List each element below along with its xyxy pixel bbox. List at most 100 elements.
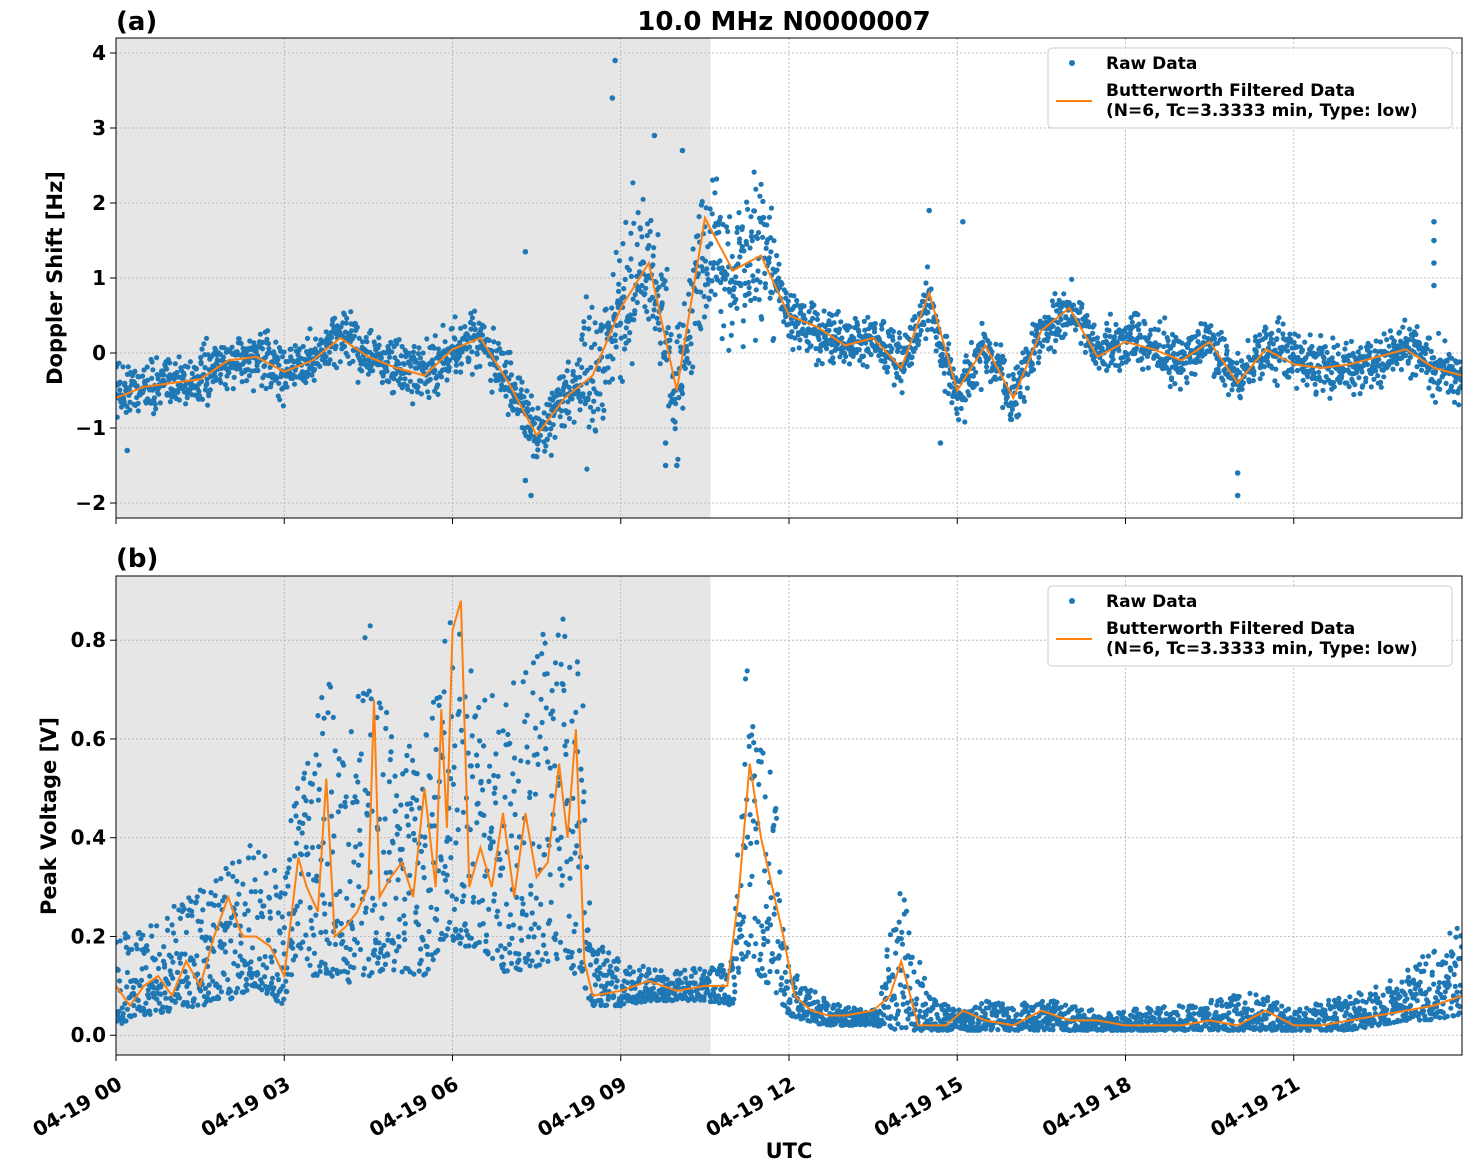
raw-data-point [1048,345,1054,351]
raw-data-point [167,968,173,974]
raw-data-point [1436,330,1442,336]
raw-data-point [385,952,391,958]
raw-data-point [613,344,619,350]
raw-data-point [1318,333,1324,339]
raw-data-point [856,328,862,335]
raw-data-point [532,725,539,731]
raw-data-point [815,357,822,363]
raw-data-point [743,953,749,959]
raw-data-point [366,688,372,694]
raw-data-point [500,728,506,734]
raw-data-point [973,369,979,375]
raw-data-point [305,871,312,878]
raw-data-point [1272,378,1278,384]
raw-data-point [320,730,326,737]
raw-data-point [1045,334,1051,341]
raw-data-point [587,390,593,396]
legend-filtered-label: (N=6, Tc=3.3333 min, Type: low) [1106,101,1418,121]
raw-data-point [800,326,806,332]
raw-data-point [627,964,633,970]
raw-data-point [606,379,612,385]
raw-data-point [581,789,587,795]
raw-data-point [140,932,146,938]
raw-data-point [189,913,195,919]
raw-data-point [476,704,482,711]
raw-data-point [137,982,143,989]
raw-data-point [260,914,266,920]
raw-data-point [404,813,410,820]
raw-data-point [682,967,688,973]
raw-data-point [303,932,309,938]
raw-data-point [300,820,306,827]
raw-data-point [1129,319,1135,325]
raw-data-point [784,979,790,985]
raw-data-point [295,921,301,927]
raw-data-point [405,386,411,392]
raw-data-point [503,901,510,907]
raw-data-point [538,696,544,702]
raw-data-point [831,320,837,326]
raw-data-point [284,384,290,390]
raw-data-point [469,349,475,355]
raw-data-point [659,300,665,306]
raw-data-outlier [937,440,944,446]
raw-data-point [163,995,169,1001]
raw-data-point [643,285,649,291]
raw-data-point [527,428,534,434]
raw-data-point [760,198,766,204]
raw-data-point [407,378,413,384]
raw-data-point [609,305,615,311]
raw-data-point [739,224,746,230]
raw-data-point [1237,395,1243,401]
raw-data-point [681,301,688,307]
raw-data-point [266,346,272,352]
raw-data-point [923,336,929,342]
raw-data-point [437,694,443,700]
raw-data-point [709,211,715,217]
raw-data-point [924,264,931,270]
raw-data-point [1198,321,1204,327]
raw-data-point [1176,359,1182,366]
raw-data-point [528,891,534,897]
raw-data-point [643,277,649,284]
raw-data-point [458,727,464,733]
raw-data-point [1305,374,1311,380]
raw-data-point [695,271,702,277]
raw-data-point [232,949,238,955]
raw-data-point [733,274,739,280]
raw-data-point [897,335,903,341]
raw-data-point [498,943,504,949]
raw-data-point [388,734,395,740]
raw-data-point [564,859,570,865]
raw-data-point [391,376,397,382]
raw-data-point [592,341,598,347]
raw-data-point [245,855,252,861]
raw-data-point [1273,366,1279,372]
raw-data-point [1426,385,1432,391]
raw-data-point [116,1008,122,1014]
raw-data-point [448,855,454,861]
raw-data-point [760,928,766,935]
raw-data-point [481,812,487,819]
raw-data-point [497,856,503,863]
raw-data-point [585,927,591,933]
raw-data-point [450,937,456,943]
raw-data-point [483,938,489,945]
raw-data-point [572,970,578,976]
raw-data-point [458,935,464,941]
raw-data-point [280,403,286,409]
raw-data-point [502,369,509,375]
raw-data-point [830,355,836,361]
raw-data-point [408,363,414,369]
raw-data-point [548,452,554,458]
raw-data-point [1431,355,1437,361]
raw-data-point [728,302,734,308]
raw-data-point [574,659,581,665]
raw-data-point [1104,320,1110,326]
raw-data-point [316,762,322,768]
raw-data-point [527,794,533,801]
raw-data-point [640,196,646,202]
raw-data-point [457,696,463,702]
raw-data-point [493,355,500,361]
raw-data-point [823,1006,829,1013]
